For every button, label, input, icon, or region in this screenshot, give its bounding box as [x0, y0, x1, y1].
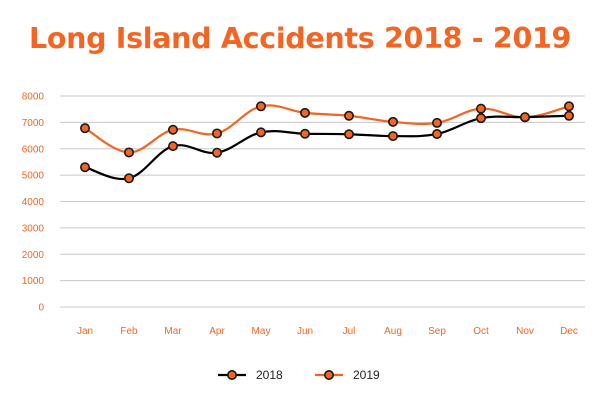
data-point-2019 [80, 123, 91, 134]
data-point-2018 [519, 112, 530, 123]
x-tick-label: Nov [516, 326, 534, 337]
data-point-2018 [80, 162, 91, 173]
series-lines [83, 104, 571, 181]
data-point-2019 [343, 110, 354, 121]
data-point-2019 [387, 116, 398, 127]
y-tick-label: 4000 [22, 197, 45, 208]
legend-label: 2019 [353, 368, 380, 382]
data-point-2019 [475, 103, 486, 114]
x-tick-label: Jul [343, 326, 356, 337]
data-point-2018 [475, 113, 486, 124]
x-tick-label: Jun [297, 326, 313, 337]
data-point-2019 [212, 128, 223, 139]
y-tick-label: 3000 [22, 223, 45, 234]
series-markers [80, 101, 574, 184]
data-point-2019 [255, 101, 266, 112]
x-tick-label: Sep [428, 326, 446, 337]
y-tick-label: 5000 [22, 171, 45, 182]
legend: 2018 2019 [218, 368, 380, 382]
data-point-2019 [168, 124, 179, 135]
data-point-2019 [563, 101, 574, 112]
y-tick-label: 6000 [22, 144, 45, 155]
x-tick-label: Aug [384, 326, 402, 337]
legend-item-2018: 2018 [218, 368, 283, 382]
data-point-2018 [343, 129, 354, 140]
data-point-2018 [212, 147, 223, 158]
data-point-2018 [124, 173, 135, 184]
y-tick-label: 2000 [22, 250, 45, 261]
gridlines [60, 95, 585, 308]
x-tick-label: Mar [164, 326, 182, 337]
y-tick-label: 1000 [22, 276, 45, 287]
x-tick-label: Jan [77, 326, 93, 337]
legend-swatch-marker [227, 369, 238, 380]
x-tick-label: Feb [120, 326, 138, 337]
x-tick-label: Apr [209, 326, 225, 337]
y-tick-label: 8000 [22, 92, 45, 103]
data-point-2018 [255, 127, 266, 138]
data-point-2018 [168, 141, 179, 152]
x-tick-label: Oct [473, 326, 489, 337]
x-tick-label: Dec [560, 326, 578, 337]
data-point-2018 [563, 110, 574, 121]
legend-item-2019: 2019 [315, 368, 380, 382]
data-point-2019 [124, 147, 135, 158]
legend-label: 2018 [256, 368, 283, 382]
data-point-2019 [299, 107, 310, 118]
chart-title: Long Island Accidents 2018 - 2019 [28, 22, 572, 55]
y-tick-label: 0 [38, 303, 44, 314]
legend-swatch-marker [323, 369, 334, 380]
y-axis-ticks: 0 1000 2000 3000 4000 5000 6000 7000 8000 [22, 92, 45, 314]
data-point-2019 [431, 117, 442, 128]
series-line-2019 [83, 104, 571, 154]
x-axis-ticks: Jan Feb Mar Apr May Jun Jul Aug Sep Oct Nov Dec [77, 326, 578, 337]
data-point-2018 [431, 128, 442, 139]
y-tick-label: 7000 [22, 118, 45, 129]
data-point-2018 [299, 128, 310, 139]
x-tick-label: May [252, 326, 271, 337]
series-line-2018 [83, 114, 571, 181]
data-point-2018 [387, 131, 398, 142]
